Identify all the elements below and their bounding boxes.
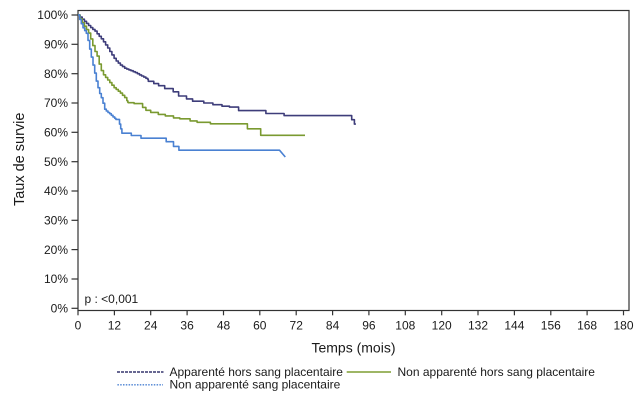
svg-text:90%: 90% [44, 38, 68, 52]
svg-text:168: 168 [577, 319, 597, 333]
svg-text:40%: 40% [44, 184, 68, 198]
svg-text:Non apparenté sang placentaire: Non apparenté sang placentaire [170, 378, 341, 392]
svg-text:48: 48 [217, 319, 231, 333]
svg-text:50%: 50% [44, 155, 68, 169]
svg-text:60%: 60% [44, 126, 68, 140]
svg-text:12: 12 [108, 319, 122, 333]
svg-text:96: 96 [362, 319, 376, 333]
svg-text:36: 36 [180, 319, 194, 333]
svg-text:0%: 0% [51, 302, 69, 316]
svg-text:70%: 70% [44, 96, 68, 110]
svg-text:Temps (mois): Temps (mois) [311, 340, 395, 356]
svg-text:p : <0,001: p : <0,001 [85, 292, 139, 306]
svg-text:100%: 100% [37, 8, 68, 22]
svg-text:20%: 20% [44, 243, 68, 257]
svg-text:0: 0 [75, 319, 82, 333]
svg-text:10%: 10% [44, 272, 68, 286]
svg-text:180: 180 [613, 319, 633, 333]
svg-text:24: 24 [144, 319, 158, 333]
svg-text:Taux de survie: Taux de survie [12, 113, 28, 207]
svg-text:60: 60 [253, 319, 267, 333]
svg-text:108: 108 [395, 319, 415, 333]
svg-text:30%: 30% [44, 214, 68, 228]
svg-text:156: 156 [541, 319, 561, 333]
svg-text:84: 84 [326, 319, 340, 333]
svg-text:Apparenté hors sang placentair: Apparenté hors sang placentaire [170, 365, 344, 379]
svg-text:120: 120 [432, 319, 452, 333]
svg-text:144: 144 [504, 319, 524, 333]
svg-text:80%: 80% [44, 67, 68, 81]
svg-text:72: 72 [290, 319, 304, 333]
svg-text:Non apparenté hors sang placen: Non apparenté hors sang placentaire [398, 365, 596, 379]
svg-text:132: 132 [468, 319, 488, 333]
